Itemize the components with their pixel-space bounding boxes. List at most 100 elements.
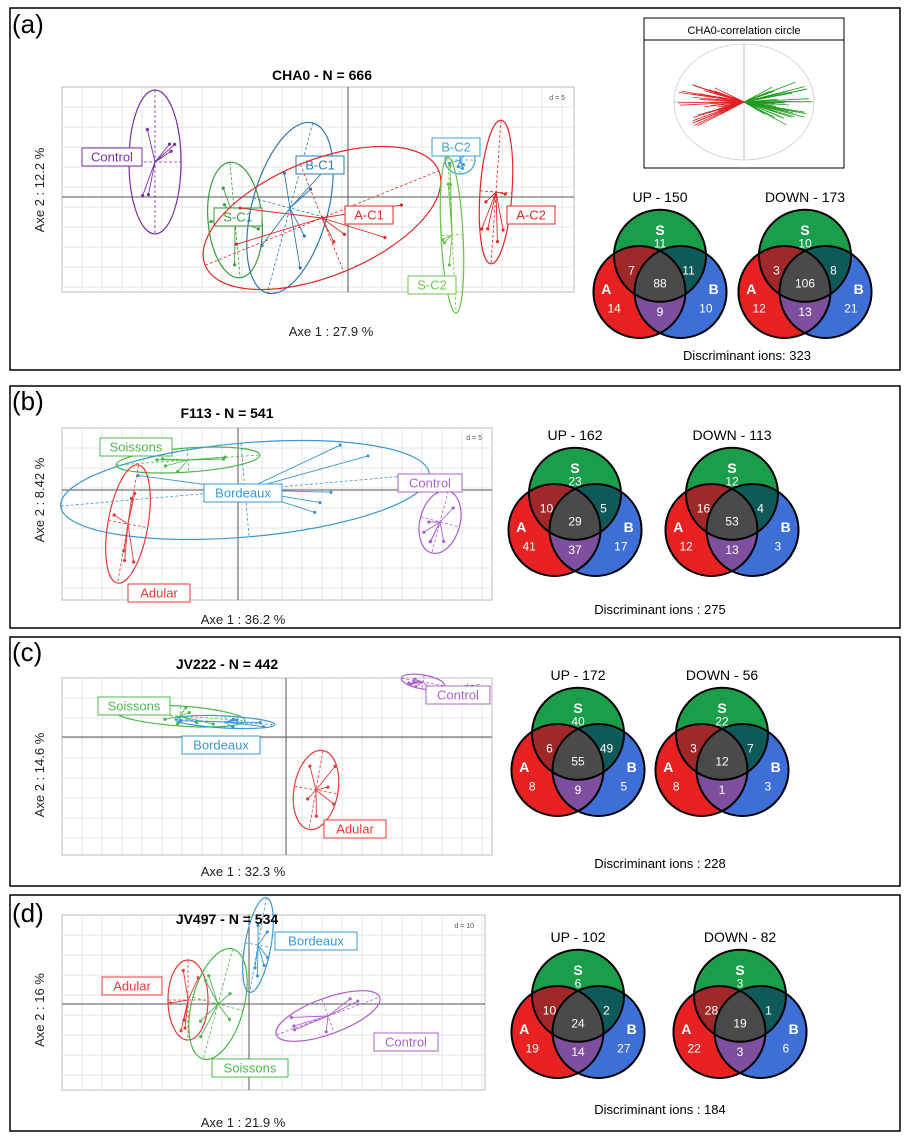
loading-vector xyxy=(699,99,745,103)
loading-vector xyxy=(743,98,809,103)
sample-point xyxy=(486,227,490,231)
ellipse-axis xyxy=(249,897,267,993)
star-line xyxy=(327,1000,358,1017)
sample-point xyxy=(324,1030,328,1034)
sample-point xyxy=(292,1028,297,1032)
venn-outline xyxy=(695,722,790,817)
star-line xyxy=(217,1003,230,1020)
sample-point xyxy=(231,725,235,729)
loading-vector xyxy=(743,101,782,118)
sample-point xyxy=(399,203,404,207)
ellipse-axis xyxy=(421,675,425,689)
venn-intersect-asb-inner xyxy=(779,245,831,302)
venn-title: DOWN - 82 xyxy=(704,929,777,945)
sample-point xyxy=(429,539,433,543)
sample-point xyxy=(203,978,208,983)
loading-vector xyxy=(743,86,773,103)
sample-point xyxy=(427,520,431,524)
venn-count-as: 28 xyxy=(705,1003,719,1017)
star-line xyxy=(315,789,335,805)
venn-count-b: 17 xyxy=(614,540,628,554)
venn-outline xyxy=(693,948,787,1043)
sample-point xyxy=(484,200,488,204)
venn-up: UP - 102 S A B 6 19 27 10 2 14 24 xyxy=(510,929,646,1079)
star-line xyxy=(257,944,259,976)
correlation-circle-inset: CHA0-correlation circle xyxy=(643,17,845,169)
group-bordeaux: Bordeaux xyxy=(174,714,276,755)
group-label-box xyxy=(211,1058,289,1078)
star-line xyxy=(430,521,441,542)
venn-down: DOWN - 56 S A B 22 8 3 3 7 1 12 xyxy=(654,667,790,817)
panel-frame xyxy=(9,894,901,1132)
group-label-box xyxy=(99,437,173,457)
venn-region xyxy=(779,245,831,302)
venn-intersect-asb-inner xyxy=(706,483,758,540)
venn-count-sb: 5 xyxy=(600,501,607,515)
discriminant-ions: Discriminant ions: 323 xyxy=(683,348,811,363)
loading-vector xyxy=(743,92,779,103)
venn-count-ab: 14 xyxy=(571,1045,585,1059)
group-bordeaux: Bordeaux xyxy=(242,897,358,993)
group-label: Control xyxy=(91,150,133,165)
group-label: Adular xyxy=(113,979,151,994)
venn-count-asb: 24 xyxy=(571,1016,585,1030)
star-line xyxy=(146,129,156,163)
star-line xyxy=(321,217,386,238)
group-label-box xyxy=(295,155,345,175)
venn-outline xyxy=(654,722,749,817)
venn-count-as: 6 xyxy=(546,741,553,755)
venn-outline xyxy=(613,208,707,303)
scale-label: d = 10 xyxy=(454,923,474,930)
venn-count-s: 3 xyxy=(737,976,744,990)
sample-point xyxy=(163,717,167,721)
venn-letter-s: S xyxy=(655,222,664,238)
y-axis-label: Axe 2 : 8.42 % xyxy=(32,457,47,542)
group-label-box xyxy=(274,931,358,951)
sample-point xyxy=(448,182,453,187)
group-label-box xyxy=(81,147,143,167)
star-line xyxy=(142,161,156,196)
loading-vector xyxy=(714,87,745,103)
discriminant-ions: Discriminant ions : 275 xyxy=(594,602,726,617)
venn-outline xyxy=(705,482,800,577)
star-line xyxy=(439,521,445,542)
venn-letter-a: A xyxy=(519,1021,529,1037)
venn-count-sb: 49 xyxy=(600,741,614,755)
venn-count-asb: 55 xyxy=(571,754,585,768)
star-line xyxy=(257,944,268,958)
sample-point xyxy=(289,1015,293,1019)
star-line xyxy=(170,999,189,1004)
ellipse-axis xyxy=(431,490,449,554)
group-a-c1: A-C1 xyxy=(202,145,442,291)
loading-vector xyxy=(693,101,745,118)
group-label-box xyxy=(425,685,491,705)
venn-letter-a: A xyxy=(673,519,683,535)
star-line xyxy=(183,999,189,1021)
sample-point xyxy=(318,501,322,505)
ellipse-axis xyxy=(186,448,190,472)
sample-point xyxy=(211,722,215,726)
venn-count-s: 10 xyxy=(798,236,812,250)
group-adular: Adular xyxy=(105,464,191,603)
sample-point xyxy=(260,243,264,248)
star-line xyxy=(325,1015,329,1032)
sample-point xyxy=(256,227,260,231)
group-label: Bordeaux xyxy=(193,738,249,753)
y-axis-label: Axe 2 : 12.2 % xyxy=(32,147,47,232)
sample-point xyxy=(456,164,460,169)
venn-title: UP - 150 xyxy=(633,189,688,205)
sample-point xyxy=(366,454,370,458)
sample-point xyxy=(238,206,242,210)
group-control: Control xyxy=(81,89,182,235)
venn-up: UP - 172 S A B 40 8 5 6 49 9 55 xyxy=(510,667,646,817)
venn-outline xyxy=(551,722,646,817)
venn-count-sb: 1 xyxy=(765,1003,772,1017)
venn-outline xyxy=(531,948,625,1043)
venn-count-as: 10 xyxy=(540,501,554,515)
star-line xyxy=(289,207,305,237)
star-line xyxy=(154,150,172,163)
sample-point xyxy=(184,705,188,710)
sample-point xyxy=(333,764,337,768)
star-line xyxy=(289,207,301,268)
